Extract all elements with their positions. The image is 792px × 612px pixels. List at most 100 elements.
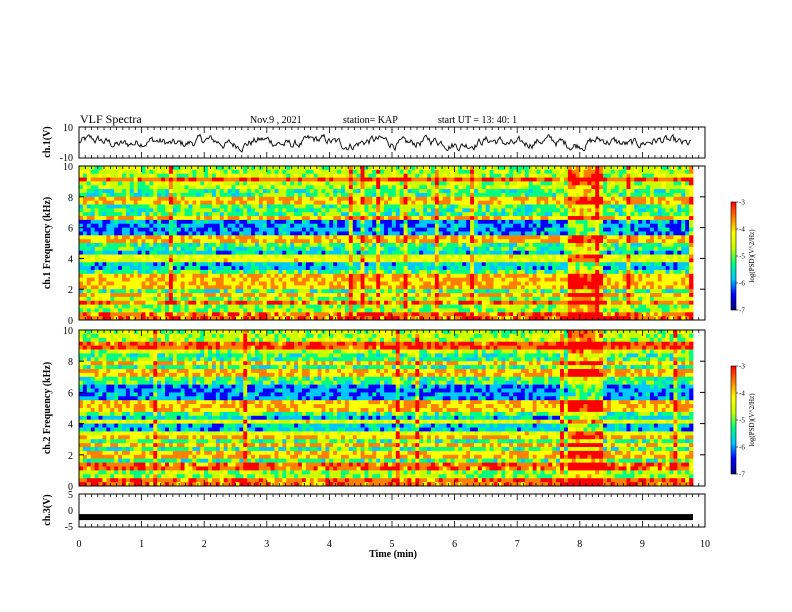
spectrogram-cell	[458, 212, 463, 217]
spectrogram-cell	[243, 262, 248, 267]
spectrogram-cell	[227, 177, 232, 182]
spectrogram-cell	[239, 208, 244, 213]
spectrogram-cell	[505, 289, 510, 294]
spectrogram-cell	[438, 296, 444, 302]
spectrogram-cell	[251, 239, 256, 244]
spectrogram-cell	[333, 262, 338, 267]
spectrogram-cell	[231, 200, 236, 205]
spectrogram-cell	[231, 212, 236, 217]
spectrogram-cell	[133, 219, 139, 225]
spectrogram-cell	[544, 235, 549, 240]
spectrogram-cell	[317, 212, 322, 217]
spectrogram-cell	[278, 300, 283, 305]
spectrogram-cell	[372, 212, 377, 217]
spectrogram-cell	[153, 258, 158, 263]
spectrogram-cell	[360, 200, 365, 205]
spectrogram-cell	[352, 312, 358, 317]
spectrogram-cell	[278, 277, 283, 282]
spectrogram-cell	[133, 304, 139, 309]
spectrogram-cell	[403, 219, 408, 225]
spectrogram-cell	[94, 173, 99, 178]
spectrogram-cell	[372, 227, 377, 232]
spectrogram-cell	[434, 208, 440, 213]
spectrogram-cell	[419, 192, 424, 198]
spectrogram-cell	[470, 223, 475, 228]
spectrogram-cell	[223, 231, 229, 236]
spectrogram-cell	[94, 196, 99, 202]
spectrogram-cell	[524, 304, 530, 309]
spectrogram-cell	[520, 266, 526, 271]
spectrogram-cell	[360, 250, 365, 255]
spectrogram-cell	[473, 196, 479, 202]
spectrogram-cell	[344, 312, 350, 317]
spectrogram-cell	[485, 185, 491, 190]
spectrogram-cell	[329, 316, 334, 321]
spectrogram-cell	[481, 192, 487, 198]
spectrogram-cell	[219, 281, 225, 286]
spectrogram-cell	[532, 235, 537, 240]
spectrogram-cell	[114, 308, 119, 313]
spectrogram-cell	[270, 216, 275, 221]
spectrogram-cell	[548, 289, 553, 294]
spectrogram-cell	[501, 204, 506, 209]
spectrogram-cell	[485, 196, 491, 202]
spectrogram-cell	[305, 243, 311, 248]
spectrogram-cell	[317, 219, 322, 225]
spectrogram-cell	[505, 192, 510, 198]
spectrogram-cell	[305, 254, 311, 259]
spectrogram-cell	[301, 269, 307, 275]
spectrogram-cell	[450, 304, 455, 309]
spectrogram-cell	[235, 285, 240, 290]
spectrogram-cell	[376, 304, 381, 309]
spectrogram-cell	[149, 250, 154, 255]
spectrogram-cell	[270, 177, 275, 182]
spectrogram-cell	[286, 304, 291, 309]
spectrogram-cell	[415, 200, 420, 205]
spectrogram-cell	[305, 316, 311, 321]
spectrogram-cell	[313, 308, 318, 313]
spectrogram-cell	[231, 246, 236, 252]
spectrogram-cell	[536, 308, 541, 313]
spectrogram-cell	[329, 227, 334, 232]
spectrogram-cell	[278, 243, 283, 248]
spectrogram-cell	[348, 258, 354, 263]
spectrogram-cell	[129, 250, 135, 255]
spectrogram-cell	[497, 308, 502, 313]
spectrogram-cell	[211, 250, 217, 255]
spectrogram-cell	[298, 266, 303, 271]
spectrogram-cell	[122, 289, 127, 294]
spectrogram-cell	[98, 293, 103, 298]
spectrogram-cell	[485, 208, 491, 213]
spectrogram-cell	[309, 185, 315, 190]
spectrogram-cell	[145, 289, 150, 294]
spectrogram-cell	[200, 231, 205, 236]
spectrogram-cell	[548, 262, 553, 267]
spectrogram-cell	[352, 262, 358, 267]
spectrogram-cell	[376, 227, 381, 232]
spectrogram-cell	[395, 216, 401, 221]
spectrogram-cell	[434, 181, 440, 186]
spectrogram-cell	[524, 227, 530, 232]
spectrogram-cell	[149, 243, 154, 248]
spectrogram-cell	[176, 177, 182, 182]
spectrogram-cell	[266, 166, 272, 171]
spectrogram-cell	[419, 281, 424, 286]
spectrogram-cell	[313, 235, 318, 240]
spectrogram-cell	[133, 227, 139, 232]
spectrogram-cell	[305, 262, 311, 267]
spectrogram-cell	[391, 312, 397, 317]
spectrogram-cell	[563, 216, 569, 221]
spectrogram-cell	[430, 304, 436, 309]
spectrogram-cell	[552, 239, 557, 244]
spectrogram-cell	[251, 258, 256, 263]
spectrogram-cell	[497, 189, 502, 194]
spectrogram-cell	[86, 208, 92, 213]
spectrogram-cell	[239, 296, 244, 302]
spectrogram-cell	[125, 196, 131, 202]
spectrogram-cell	[462, 200, 467, 205]
spectrogram-cell	[560, 235, 565, 240]
spectrogram-cell	[243, 304, 248, 309]
spectrogram-cell	[399, 216, 404, 221]
spectrogram-cell	[513, 293, 518, 298]
spectrogram-cell	[290, 204, 295, 209]
